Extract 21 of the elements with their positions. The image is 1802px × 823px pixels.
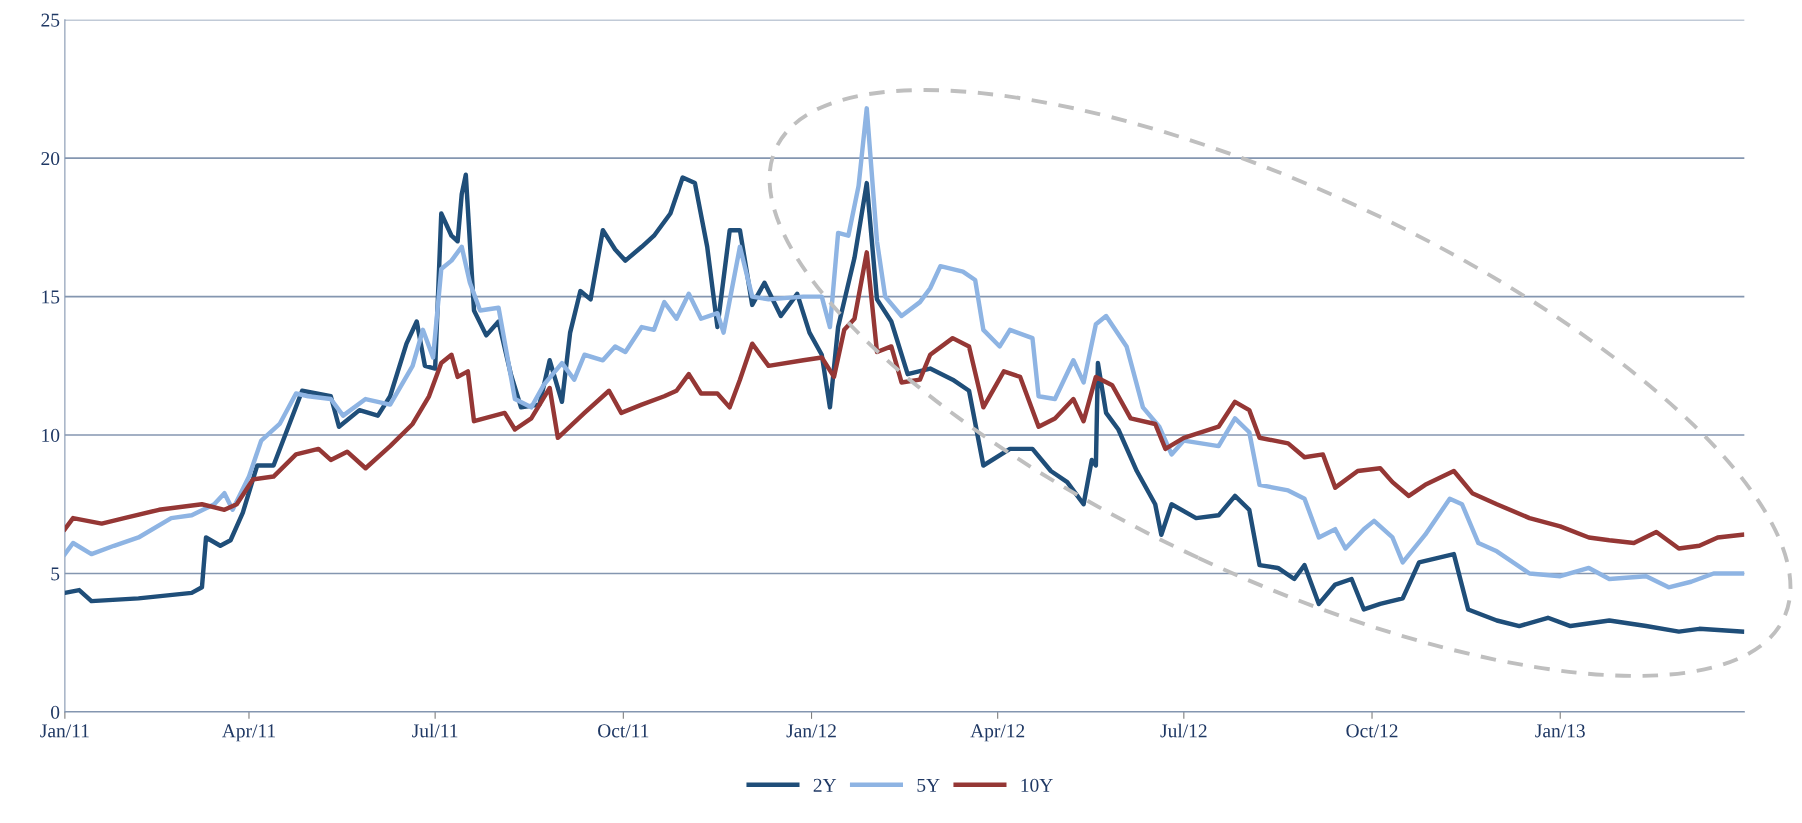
x-tick-label: Jul/12 xyxy=(1160,723,1207,738)
y-tick-label: 5 xyxy=(51,567,60,581)
legend-label: 5Y xyxy=(917,778,940,792)
x-tick-label: Apr/11 xyxy=(221,724,275,742)
x-tick-label: Jul/11 xyxy=(412,723,458,738)
x-tick-label: Jan/12 xyxy=(786,724,836,738)
y-tick-label: 10 xyxy=(42,428,60,442)
legend-label: 10Y xyxy=(1021,778,1053,792)
legend-label: 2Y xyxy=(813,778,837,792)
y-tick-label: 15 xyxy=(42,290,60,304)
x-tick-label: Jan/11 xyxy=(40,724,89,738)
x-tick-label: Jan/13 xyxy=(1535,724,1585,738)
x-tick-label: Oct/12 xyxy=(1346,724,1398,738)
line-series xyxy=(64,250,1745,551)
y-tick-label: 0 xyxy=(51,705,60,719)
line-series xyxy=(64,106,1745,590)
line-series xyxy=(64,172,1745,634)
y-tick-label: 20 xyxy=(41,152,60,166)
x-tick-label: Apr/12 xyxy=(970,724,1025,742)
x-tick-label: Oct/11 xyxy=(598,724,649,738)
y-tick-label: 25 xyxy=(41,13,60,27)
